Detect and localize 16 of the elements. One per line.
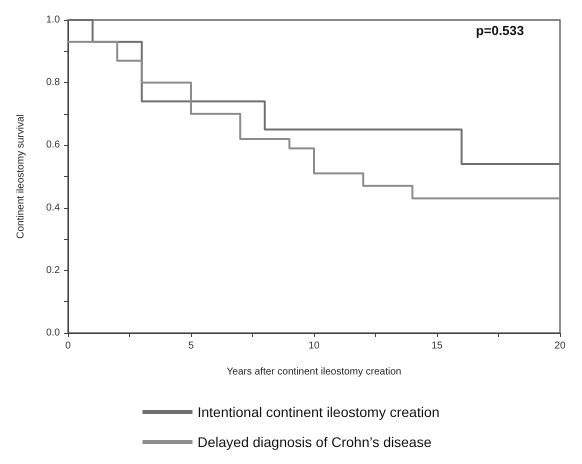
x-tick-label: 0 <box>65 340 72 352</box>
x-axis-title: Years after continent ileostomy creation <box>226 366 402 378</box>
legend-label: Delayed diagnosis of Crohn’s disease <box>197 434 432 450</box>
y-tick-label: 0.0 <box>46 328 60 338</box>
y-tick-label: 0.2 <box>46 264 60 276</box>
y-tick-label: 0.8 <box>46 77 60 88</box>
y-axis-title: Continent ileostomy survival <box>16 114 26 239</box>
y-tick-label: 0.4 <box>46 202 60 214</box>
y-tick-label: 1.0 <box>46 14 60 26</box>
x-tick-label: 20 <box>554 340 566 352</box>
y-tick-label: 0.6 <box>46 140 60 151</box>
x-tick-label: 5 <box>188 340 194 352</box>
legend-label: Intentional continent ileostomy creation <box>197 404 440 420</box>
x-tick-label: 15 <box>431 340 443 352</box>
annotation: p=0.533 <box>476 23 524 38</box>
x-tick-label: 10 <box>308 340 320 352</box>
